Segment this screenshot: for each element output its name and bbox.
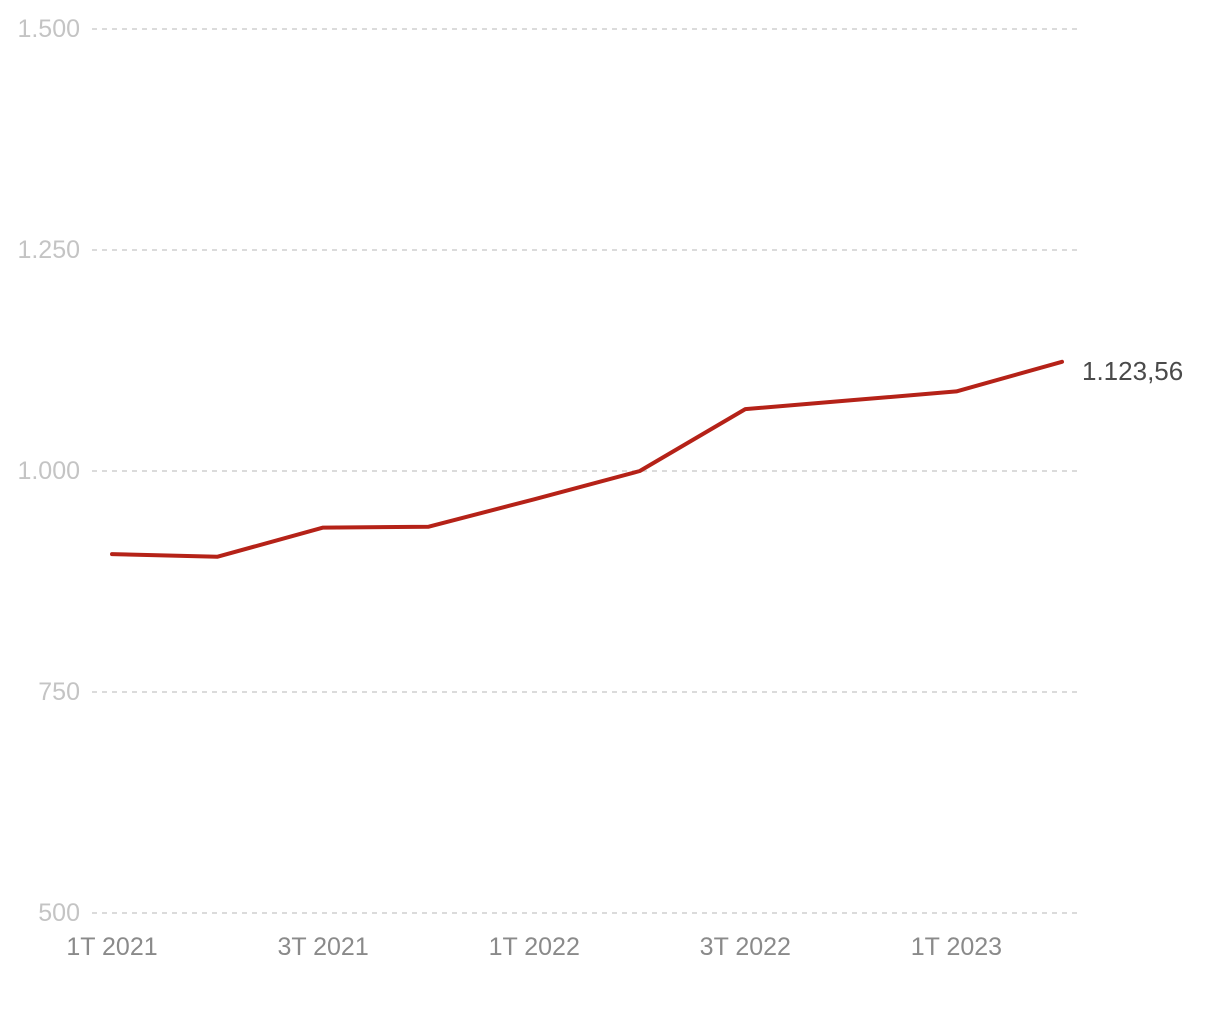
y-tick-label: 1.500 xyxy=(17,15,80,43)
series-line xyxy=(110,359,1064,559)
end-value-label: 1.123,56 xyxy=(1082,356,1183,386)
y-tick-label: 1.000 xyxy=(17,457,80,485)
y-tick-label: 750 xyxy=(38,678,80,706)
y-tick-label: 500 xyxy=(38,899,80,927)
x-tick-label: 1T 2023 xyxy=(911,933,1002,961)
y-tick-label: 1.250 xyxy=(17,236,80,264)
grid-lines xyxy=(92,28,1082,914)
x-tick-label: 3T 2022 xyxy=(700,933,791,961)
data-labels: 1.123,56 xyxy=(1082,356,1183,386)
series-layer xyxy=(110,359,1064,559)
y-axis-ticks: 500 750 1.000 1.250 1.500 xyxy=(17,15,80,927)
x-tick-label: 1T 2022 xyxy=(489,933,580,961)
x-tick-label: 3T 2021 xyxy=(277,933,368,961)
x-axis-ticks: 1T 2021 3T 2021 1T 2022 3T 2022 1T 2023 xyxy=(66,933,1002,961)
x-tick-label: 1T 2021 xyxy=(66,933,157,961)
